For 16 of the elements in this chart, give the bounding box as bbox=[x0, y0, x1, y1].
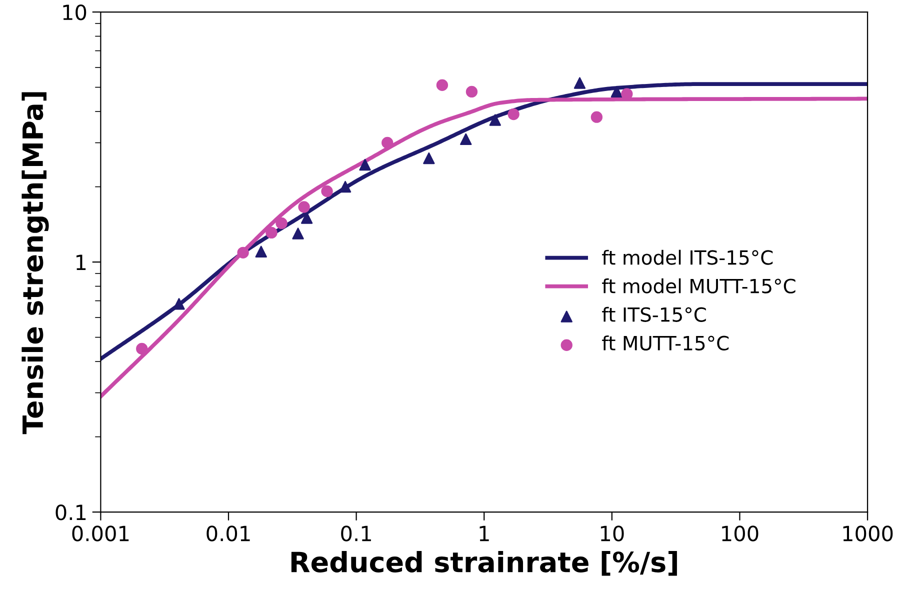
x-tick-label: 1000 bbox=[843, 526, 893, 542]
y-tick-label: 10 bbox=[63, 4, 86, 20]
legend-label: ft ITS-15°C bbox=[602, 306, 706, 322]
x-axis-title: Reduced strainrate [%/s] bbox=[291, 550, 677, 576]
y-tick-label: 1 bbox=[76, 254, 86, 270]
x-tick-label: 0.01 bbox=[206, 526, 250, 542]
legend-label: ft MUTT-15°C bbox=[602, 335, 729, 350]
x-tick-label: 1 bbox=[480, 526, 489, 542]
x-tick-label: 0.001 bbox=[72, 526, 129, 542]
legend-label: ft model MUTT-15°C bbox=[602, 278, 796, 294]
x-tick-label: 10 bbox=[600, 526, 624, 542]
x-tick-label: 100 bbox=[722, 526, 758, 542]
x-tick-label: 0.1 bbox=[341, 526, 371, 542]
y-tick-label: 0.1 bbox=[56, 504, 86, 520]
legend-label: ft model ITS-15°C bbox=[602, 250, 773, 265]
y-axis-title: Tensile strength[MPa] bbox=[22, 92, 49, 434]
